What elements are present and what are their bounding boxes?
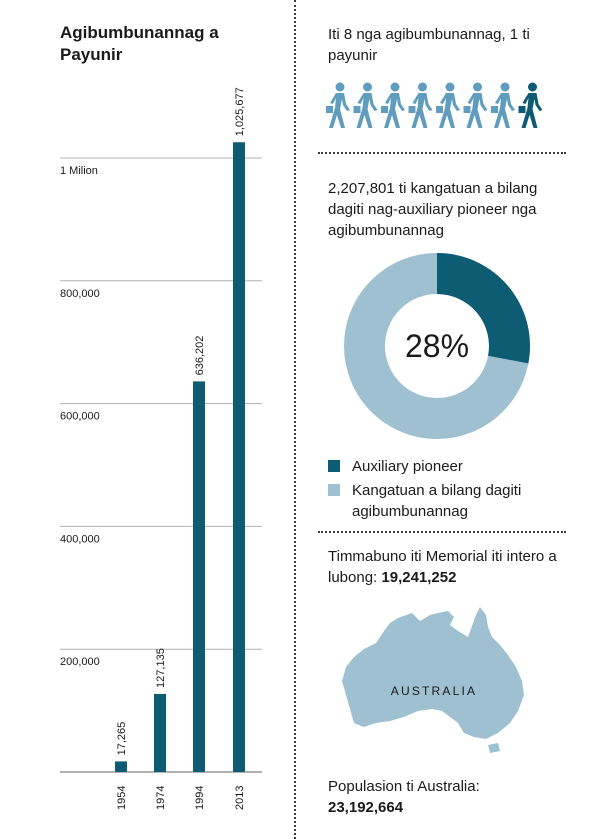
legend-label: Kangatuan a bilang dagiti agibumbunannag (352, 482, 522, 520)
walking-person-icon (381, 82, 405, 128)
donut-percent-label: 28% (404, 327, 470, 364)
walking-people-icons (326, 82, 543, 128)
bar (154, 693, 166, 772)
australia-map (342, 607, 524, 753)
y-tick-label: 400,000 (60, 533, 100, 545)
bar-value-label: 127,135 (155, 648, 167, 688)
population-label: Populasion ti Australia: (328, 778, 480, 795)
bar-value-label: 1,025,677 (234, 87, 246, 136)
y-tick-label: 600,000 (60, 411, 100, 423)
legend-swatch (328, 460, 340, 472)
x-tick-label: 1954 (116, 786, 128, 810)
walking-person-icon (436, 82, 460, 128)
vertical-divider (294, 0, 296, 839)
walking-person-icon (491, 82, 515, 128)
legend-label: Auxiliary pioneer (352, 458, 463, 475)
memorial-text: Timmabuno iti Memorial iti intero a lubo… (328, 546, 568, 588)
australia-label: AUSTRALIA (390, 684, 478, 698)
walking-person-icon (463, 82, 488, 128)
walking-person-icon (408, 82, 433, 128)
memorial-label: Timmabuno iti Memorial iti intero a lubo… (328, 548, 557, 586)
legend-swatch (328, 484, 340, 496)
bar-chart-panel: Agibumbunannag a Payunir 200,000 400,000 6… (0, 0, 292, 839)
walking-person-icon (518, 82, 543, 128)
walking-person-icon (353, 82, 378, 128)
y-tick-label: 200,000 (60, 656, 100, 668)
ratio-text: Iti 8 nga agibumbunannag, 1 ti payunir (328, 26, 530, 64)
horizontal-divider (318, 531, 566, 533)
walking-person-icon (326, 82, 350, 128)
memorial-value: 19,241,252 (381, 569, 457, 586)
bar-chart: 200,000 400,000 600,000 800,000 1 Milion 17,2… (60, 87, 262, 810)
y-tick-label: 800,000 (60, 288, 100, 300)
x-tick-label: 2013 (234, 786, 246, 810)
x-tick-label: 1974 (155, 786, 167, 810)
bar-value-label: 17,265 (116, 722, 128, 756)
population-value: 23,192,664 (328, 799, 404, 816)
bar-value-label: 636,202 (194, 336, 206, 376)
horizontal-divider (318, 152, 566, 154)
donut-chart (344, 253, 530, 439)
bar (233, 142, 245, 773)
chart-title: Agibumbunannag a Payunir (60, 23, 219, 64)
bar (115, 761, 127, 772)
x-tick-label: 1994 (194, 786, 206, 810)
donut-slice-auxiliary (437, 253, 530, 364)
y-tick-label: 1 Milion (60, 165, 98, 177)
bar (193, 381, 205, 772)
donut-text: 2,207,801 ti kangatuan a bilang dagiti n… (328, 180, 538, 239)
population-text: Populasion ti Australia: 23,192,664 (328, 776, 568, 818)
